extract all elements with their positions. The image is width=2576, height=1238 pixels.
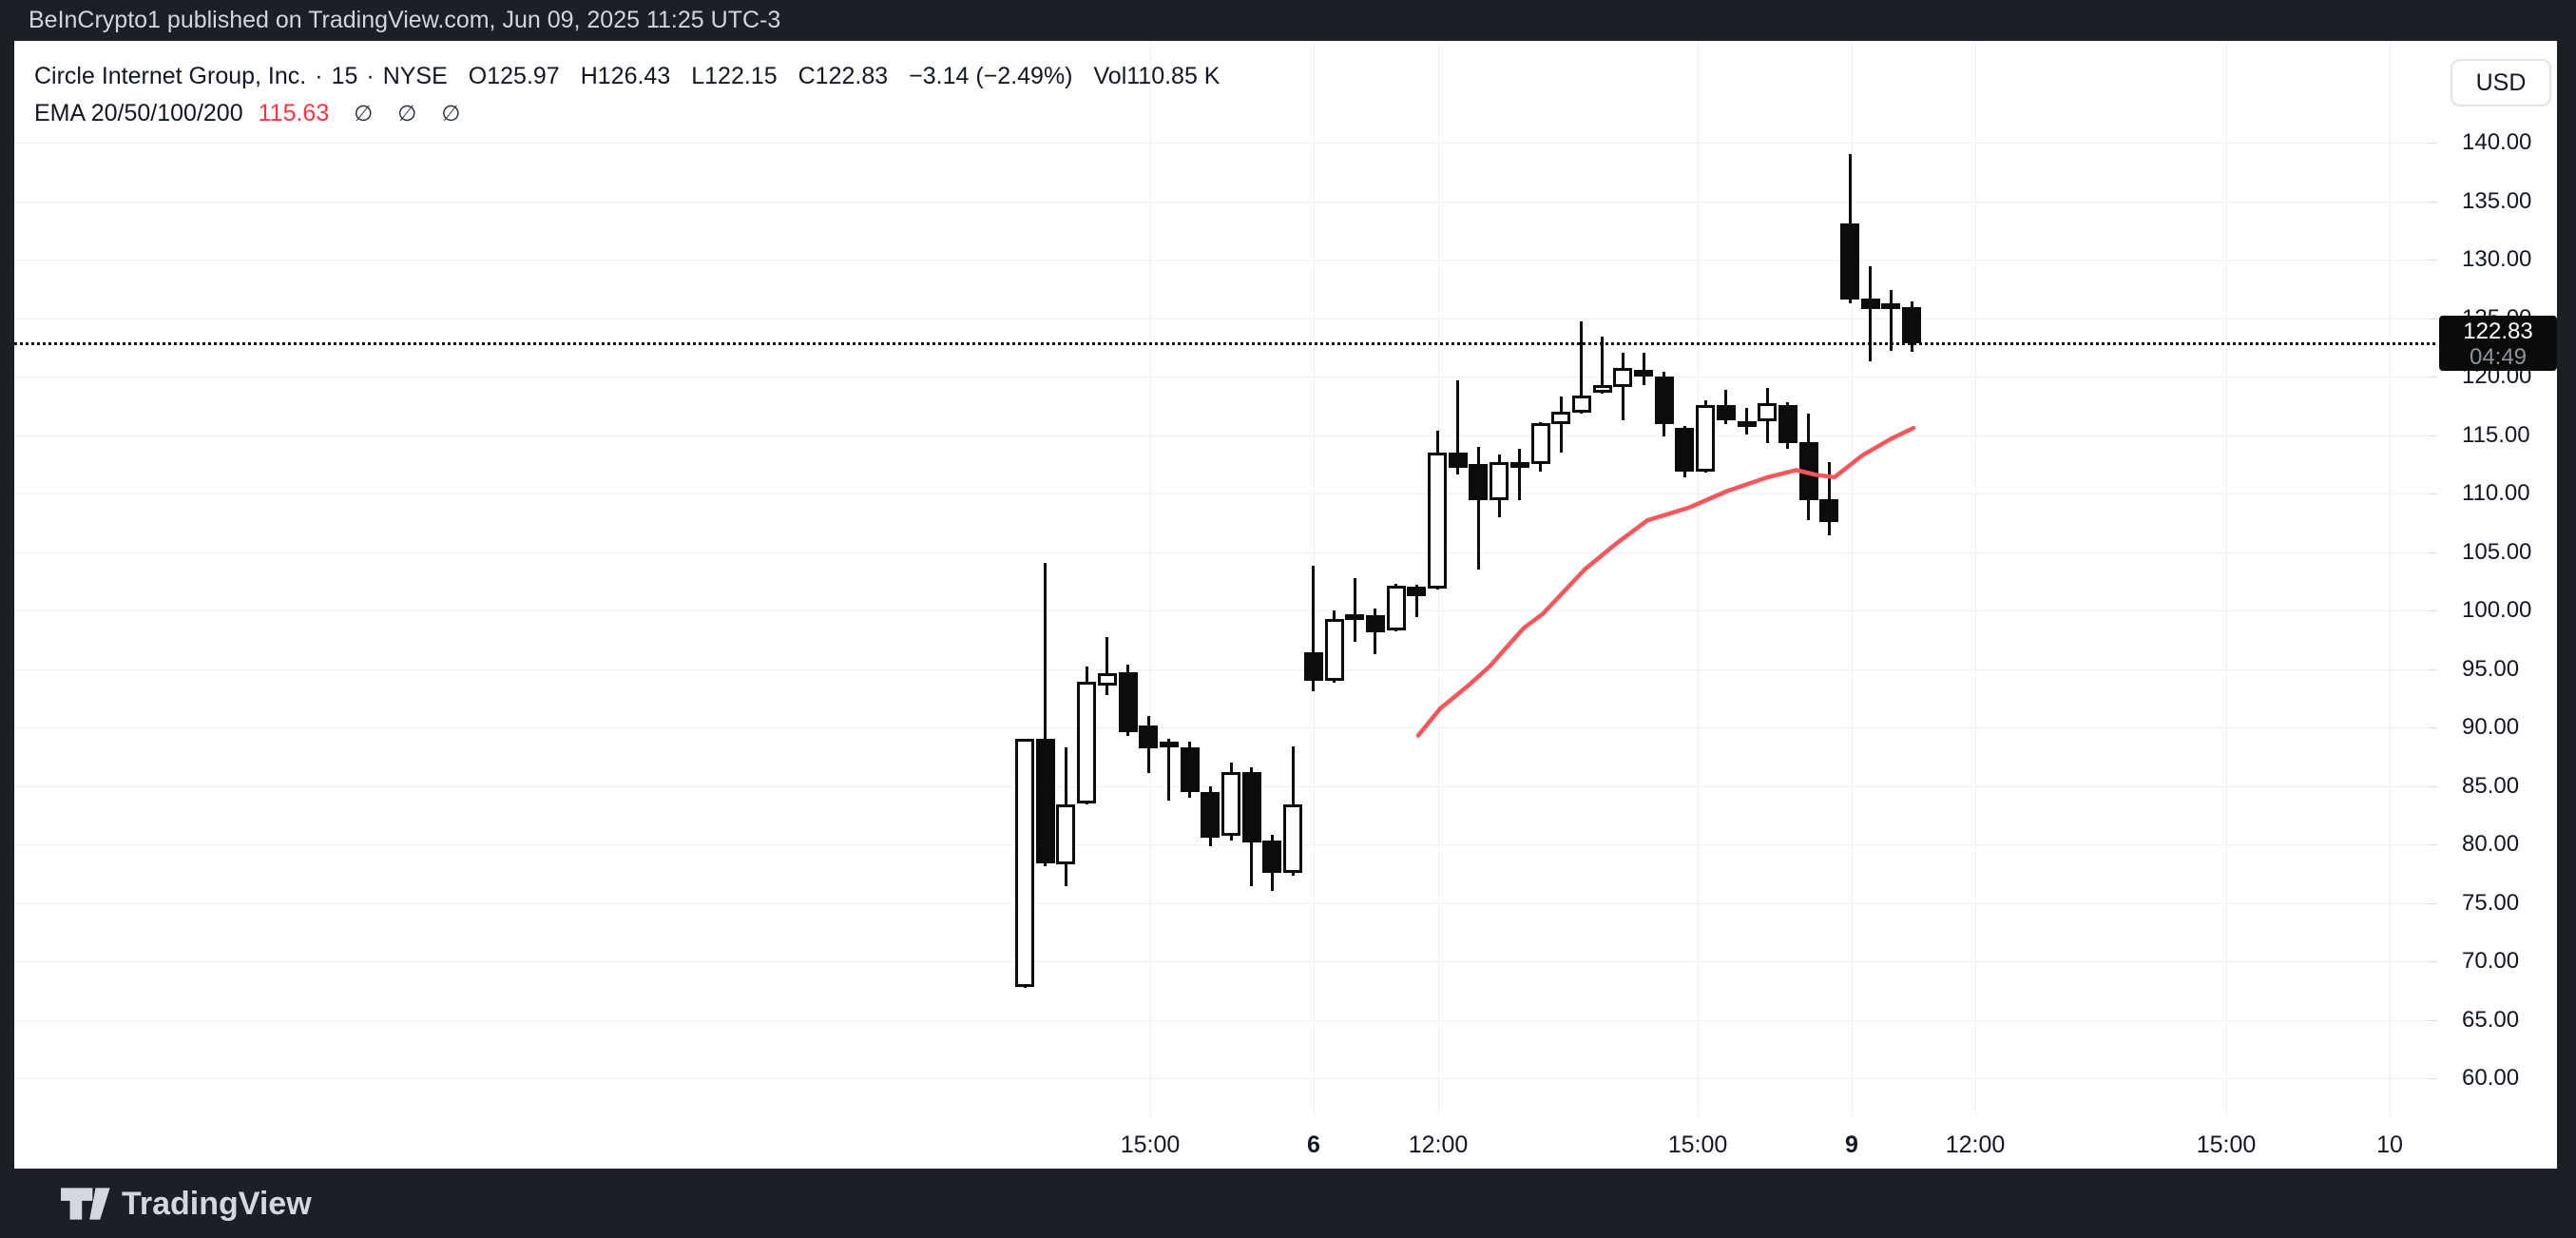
ohlc-values: O125.97 H126.43 L122.15 C122.83 −3.14 (−2.49… (448, 63, 1221, 89)
symbol-interval: 15 (331, 63, 358, 89)
bar-countdown: 04:49 (2469, 344, 2528, 370)
tradingview-logo-icon[interactable] (59, 1182, 114, 1226)
empty-set-icon: ∅ (441, 101, 461, 126)
legend-separator: · (315, 63, 323, 89)
quote-token: H126.43 (580, 63, 671, 89)
indicator-value: 115.63 (258, 100, 330, 126)
empty-set-icon: ∅ (397, 101, 417, 126)
bottom-brand-bar (0, 1169, 2576, 1238)
attribution-text: BeInCrypto1 published on TradingView.com… (29, 7, 781, 33)
quote-token: L122.15 (691, 63, 778, 89)
quote-token: −3.14 (−2.49%) (909, 63, 1073, 89)
symbol-name: Circle Internet Group, Inc. (34, 63, 307, 89)
quote-token: C122.83 (798, 63, 889, 89)
empty-set-icon: ∅ (354, 101, 374, 126)
legend-separator: · (366, 63, 375, 89)
indicator-empty-values: ∅ ∅ ∅ (329, 100, 460, 126)
indicator-label: EMA 20/50/100/200 (34, 100, 243, 126)
tradingview-brand-text[interactable]: TradingView (122, 1186, 312, 1222)
symbol-exchange: NYSE (382, 63, 448, 89)
chart-panel (14, 41, 2557, 1169)
quote-token: Vol110.85 K (1093, 63, 1221, 89)
top-attribution-bar: BeInCrypto1 published on TradingView.com… (0, 0, 2576, 41)
currency-toggle-button[interactable]: USD (2451, 59, 2551, 106)
symbol-legend-row[interactable]: Circle Internet Group, Inc. · 15 · NYSE O125.… (34, 61, 1220, 91)
indicator-legend-row[interactable]: EMA 20/50/100/200 115.63 ∅ ∅ ∅ (34, 98, 460, 128)
last-price-tag: 122.83 04:49 (2439, 316, 2557, 371)
quote-token: O125.97 (468, 63, 560, 89)
last-price-value: 122.83 (2463, 319, 2533, 344)
